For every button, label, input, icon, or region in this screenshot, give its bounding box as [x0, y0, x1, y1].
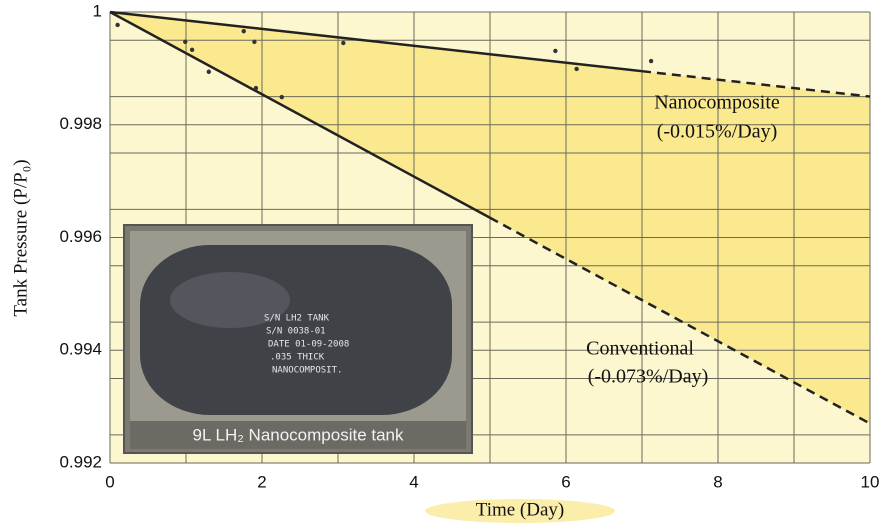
tank-highlight	[170, 272, 290, 328]
x-tick-label: 8	[713, 472, 722, 491]
y-tick-label: 0.992	[59, 452, 102, 471]
x-tick-label: 10	[861, 472, 880, 491]
data-point	[252, 39, 257, 45]
data-point	[241, 28, 246, 34]
fit-line	[109, 10, 491, 219]
data-point	[648, 58, 654, 64]
y-tick-label: 0.998	[59, 114, 102, 133]
data-point	[279, 94, 284, 100]
annotation: (-0.015%/Day)	[657, 121, 778, 143]
x-tick-label: 4	[409, 472, 418, 491]
tank-label: DATE 01-09-2008	[268, 340, 349, 350]
inset-photo: S/N LH2 TANK S/N 0038-01 DATE 01-09-2008 .0…	[123, 224, 473, 454]
fit-line-extrapolated	[641, 69, 871, 98]
data-point	[574, 66, 579, 72]
x-axis-label: Time (Day)	[476, 499, 565, 520]
tank-label: NANOCOMPOSIT.	[272, 366, 342, 376]
inset-caption-bar	[130, 421, 466, 449]
data-point	[253, 85, 259, 91]
inset-caption: 9L LH₂ Nanocomposite tank	[192, 425, 404, 444]
x-tick-label: 2	[257, 472, 266, 491]
fit-line	[109, 10, 643, 73]
tank-label: S/N LH2 TANK	[264, 314, 330, 324]
annotation: (-0.073%/Day)	[588, 366, 709, 388]
data-point	[183, 39, 188, 45]
tank-label: .035 THICK	[270, 353, 325, 363]
data-point	[341, 40, 346, 46]
y-axis-label: Tank Pressure (P/P₀)	[10, 159, 31, 316]
annotation: Nanocomposite	[654, 92, 780, 114]
y-tick-label: 0.996	[59, 227, 102, 246]
data-point	[115, 22, 120, 28]
data-point	[553, 48, 558, 54]
data-point	[189, 47, 195, 52]
label-highlight	[425, 499, 615, 523]
fit-line-extrapolated	[489, 216, 871, 425]
x-tick-label: 6	[561, 472, 570, 491]
plot-layer: 0 2 4 6 8 10 0.992 0.994 0.996 0.998 1 Nanocomposit…	[59, 1, 879, 491]
annotation: Conventional	[586, 338, 694, 360]
y-tick-label: 0.994	[59, 340, 102, 359]
x-tick-label: 0	[105, 472, 114, 491]
tank-label: S/N 0038-01	[266, 327, 326, 337]
data-point	[206, 69, 211, 74]
y-tick-label: 1	[93, 1, 102, 20]
